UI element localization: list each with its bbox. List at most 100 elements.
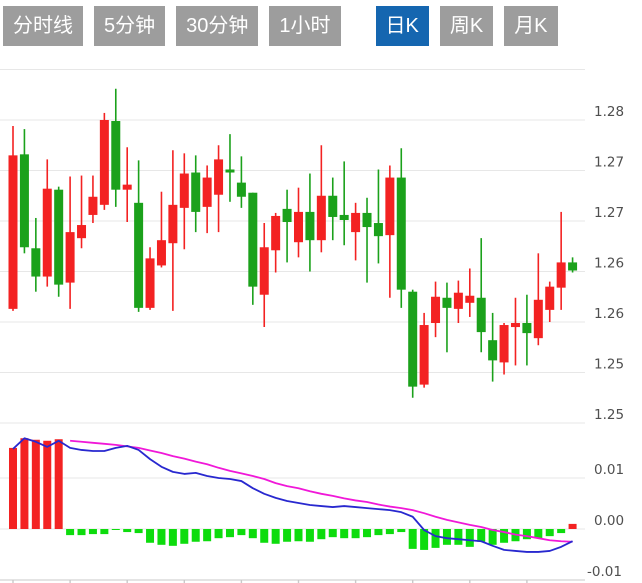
candle-body (373, 223, 383, 237)
tab-daily[interactable]: 日K (375, 6, 429, 46)
candle-body (111, 121, 121, 190)
candle-body (328, 195, 338, 217)
macd-histogram-bar (363, 529, 372, 538)
candle-body (99, 120, 109, 205)
macd-histogram-bar (488, 529, 497, 545)
candle-body (476, 297, 486, 333)
candle-body (442, 297, 452, 308)
macd-histogram-bar (168, 529, 177, 546)
candle-body (351, 212, 361, 233)
candle-body (8, 155, 18, 309)
dea-line (70, 439, 573, 543)
macd-histogram-bar (237, 529, 246, 536)
candle-body (316, 195, 326, 241)
tab-5min[interactable]: 5分钟 (94, 6, 166, 46)
macd-histogram-bar (397, 529, 406, 533)
candle-body (533, 299, 543, 339)
macd-histogram-bar (431, 529, 440, 548)
tab-30min[interactable]: 30分钟 (176, 6, 259, 46)
macd-histogram-bar (465, 529, 474, 547)
candle-body (225, 169, 235, 173)
macd-histogram-bar (271, 529, 280, 544)
candle-body (248, 192, 258, 287)
macd-histogram-bar (20, 438, 29, 529)
candle-body (214, 159, 224, 195)
macd-histogram-bar (260, 529, 269, 543)
macd-histogram-bar (248, 529, 257, 539)
candle-body (271, 215, 281, 251)
macd-histogram-bar (203, 529, 212, 542)
candle-body (305, 211, 315, 241)
tab-weekly[interactable]: 周K (439, 6, 494, 46)
y-axis-price-label: 1.26 (594, 306, 624, 322)
macd-histogram-bar (545, 529, 554, 537)
candle-body (259, 247, 269, 295)
macd-histogram-bar (100, 529, 109, 535)
candle-body (179, 173, 189, 208)
tab-1hour[interactable]: 1小时 (269, 6, 341, 46)
candle-body (88, 196, 98, 215)
candle-body (202, 177, 212, 207)
macd-histogram-bar (557, 529, 566, 534)
candle-body (522, 323, 532, 334)
candle-body (145, 258, 155, 308)
macd-histogram-bar (66, 529, 75, 536)
macd-histogram-bar (340, 529, 349, 539)
macd-histogram-bar (283, 529, 292, 542)
macd-histogram-bar (225, 529, 234, 538)
macd-histogram-bar (522, 529, 531, 540)
macd-histogram-bar (328, 529, 337, 538)
macd-histogram-bar (408, 529, 417, 549)
macd-histogram-bar (180, 529, 189, 544)
macd-histogram-bar (420, 529, 429, 550)
candle-body (385, 177, 395, 236)
macd-histogram-bar (31, 439, 40, 529)
tab-timeline[interactable]: 分时线 (3, 6, 83, 46)
y-axis-macd-label: 0.00 (594, 513, 624, 529)
macd-histogram-bar (54, 439, 63, 529)
candle-body (556, 262, 566, 288)
candle-body (282, 208, 292, 223)
macd-histogram-bar (111, 529, 120, 530)
macd-histogram-bar (442, 529, 451, 545)
candle-body (408, 291, 418, 387)
candle-body (362, 212, 372, 228)
candle-body (510, 323, 520, 328)
y-axis-price-label: 1.28 (594, 104, 624, 120)
y-axis-price-label: 1.27 (594, 205, 624, 221)
macd-histogram-bar (568, 523, 577, 529)
candle-body (19, 154, 29, 248)
macd-histogram-bar (374, 529, 383, 536)
macd-histogram-bar (500, 529, 509, 543)
candle-body (431, 296, 441, 324)
candle-body (122, 184, 132, 190)
candle-body (499, 325, 509, 363)
candle-body (488, 340, 498, 361)
candle-body (54, 189, 64, 285)
candle-body (236, 182, 246, 197)
macd-histogram-bar (534, 529, 543, 539)
macd-histogram-bar (214, 529, 223, 539)
macd-histogram-bar (191, 529, 200, 542)
y-axis-macd-label: 0.01 (594, 462, 624, 478)
macd-histogram-bar (157, 529, 166, 545)
macd-histogram-bar (134, 529, 143, 534)
candle-body (134, 202, 144, 308)
macd-histogram-bar (454, 529, 463, 545)
candle-body (156, 240, 166, 266)
macd-histogram-bar (477, 529, 486, 542)
candle-body (419, 325, 429, 385)
tab-monthly[interactable]: 月K (504, 6, 558, 46)
candle-body (568, 262, 578, 271)
candle-body (339, 214, 349, 220)
y-axis-macd-label: -0.01 (587, 564, 622, 580)
period-toolbar: 分时线 5分钟 30分钟 1小时 日K 周K 月K (3, 6, 569, 46)
macd-histogram-bar (43, 440, 52, 529)
y-axis-price-label: 1.27 (594, 155, 624, 171)
macd-histogram-bar (305, 529, 314, 542)
y-axis-price-label: 1.25 (594, 357, 624, 373)
candle-body (77, 225, 87, 239)
macd-histogram-bar (146, 529, 155, 543)
candle-body (294, 211, 303, 243)
